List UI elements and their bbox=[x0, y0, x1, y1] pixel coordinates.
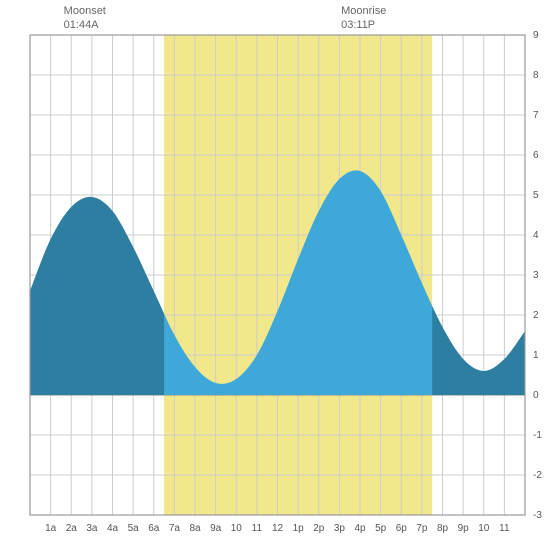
x-tick-label: 8a bbox=[189, 523, 201, 534]
x-tick-label: 6p bbox=[396, 523, 408, 534]
y-tick-label: 1 bbox=[533, 350, 539, 361]
y-tick-label: 5 bbox=[533, 190, 539, 201]
y-tick-label: 2 bbox=[533, 310, 539, 321]
x-tick-label: 11 bbox=[252, 523, 263, 534]
y-tick-label: -3 bbox=[533, 510, 542, 521]
y-tick-label: 4 bbox=[533, 230, 539, 241]
x-tick-label: 7a bbox=[169, 523, 181, 534]
x-tick-label: 5a bbox=[128, 523, 140, 534]
y-tick-label: 7 bbox=[533, 110, 539, 121]
x-tick-label: 1a bbox=[45, 523, 57, 534]
x-tick-label: 7p bbox=[416, 523, 428, 534]
x-tick-label: 10 bbox=[478, 523, 490, 534]
x-tick-label: 4a bbox=[107, 523, 119, 534]
tide-chart: -3-2-101234567891a2a3a4a5a6a7a8a9a101112… bbox=[0, 0, 550, 550]
moonrise-label: Moonrise03:11P bbox=[341, 4, 386, 33]
y-tick-label: 6 bbox=[533, 150, 539, 161]
y-tick-label: -2 bbox=[533, 470, 542, 481]
x-tick-label: 2p bbox=[313, 523, 325, 534]
x-tick-label: 4p bbox=[354, 523, 366, 534]
x-tick-label: 8p bbox=[437, 523, 449, 534]
event-title: Moonset bbox=[64, 4, 106, 18]
y-tick-label: 0 bbox=[533, 390, 539, 401]
event-time: 03:11P bbox=[341, 18, 386, 32]
x-tick-label: 12 bbox=[272, 523, 284, 534]
x-tick-label: 10 bbox=[231, 523, 243, 534]
x-tick-label: 3p bbox=[334, 523, 346, 534]
x-tick-label: 1p bbox=[293, 523, 305, 534]
x-tick-label: 9p bbox=[458, 523, 470, 534]
chart-svg: -3-2-101234567891a2a3a4a5a6a7a8a9a101112… bbox=[0, 0, 550, 550]
x-tick-label: 2a bbox=[66, 523, 78, 534]
y-tick-label: 3 bbox=[533, 270, 539, 281]
moonset-label: Moonset01:44A bbox=[64, 4, 106, 33]
y-tick-label: -1 bbox=[533, 430, 542, 441]
x-tick-label: 11 bbox=[499, 523, 510, 534]
y-tick-label: 9 bbox=[533, 30, 539, 41]
y-tick-label: 8 bbox=[533, 70, 539, 81]
x-tick-label: 3a bbox=[86, 523, 98, 534]
x-tick-label: 9a bbox=[210, 523, 222, 534]
event-title: Moonrise bbox=[341, 4, 386, 18]
x-tick-label: 5p bbox=[375, 523, 387, 534]
event-time: 01:44A bbox=[64, 18, 106, 32]
x-tick-label: 6a bbox=[148, 523, 160, 534]
